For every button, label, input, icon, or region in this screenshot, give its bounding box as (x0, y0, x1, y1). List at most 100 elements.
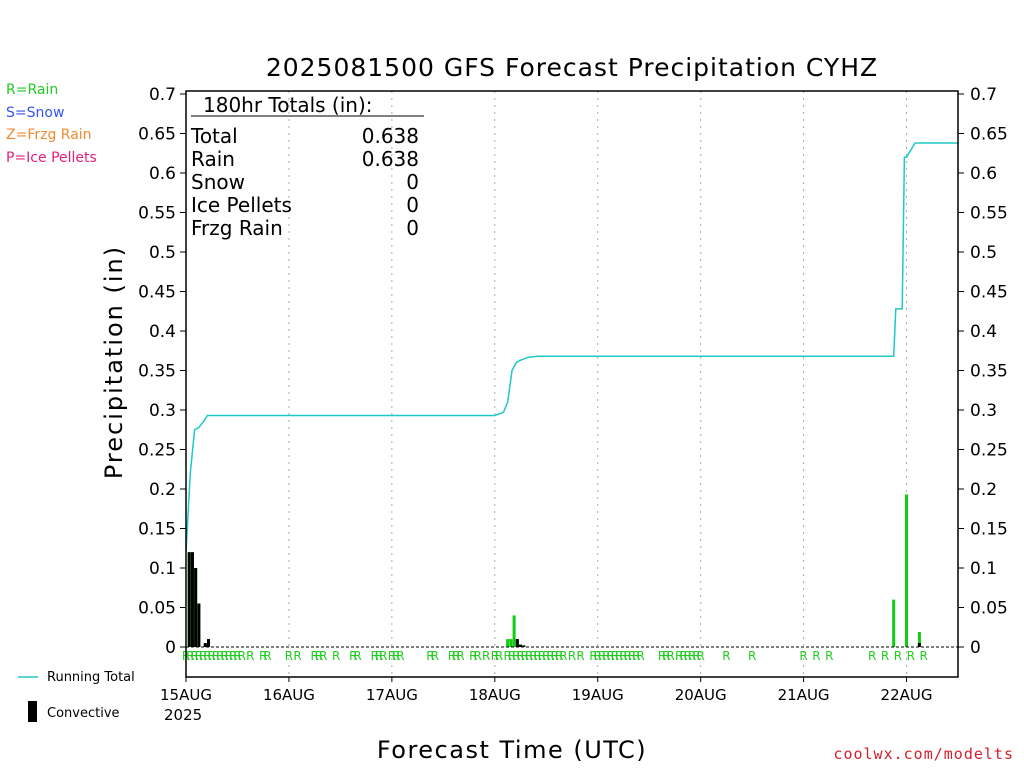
rain-type-mark: R (589, 649, 597, 663)
credit-link[interactable]: coolwx.com/modelts (833, 745, 1014, 763)
rain-type-mark: R (624, 649, 632, 663)
rain-type-mark: R (546, 649, 554, 663)
rain-type-mark: R (679, 649, 687, 663)
axes: 15AUG 16AUG 17AUG 18AUG 19AUG 20AUG 21AUG 22AUG… (138, 85, 1008, 704)
rain-type-mark: R (199, 649, 207, 663)
convective-bar (197, 603, 201, 647)
totals-value-rain: 0.638 (361, 147, 419, 171)
rain-type-mark: R (491, 649, 499, 663)
convective-bar (917, 643, 921, 647)
rain-type-mark: R (392, 649, 400, 663)
rain-type-mark: R (619, 649, 627, 663)
rain-type-mark: R (375, 649, 383, 663)
x-tick-label: 17AUG (366, 686, 418, 704)
rain-type-mark: R (332, 649, 340, 663)
rain-type-mark: R (611, 649, 619, 663)
rain-type-mark: R (696, 649, 704, 663)
y-tick-label-right: 0.5 (970, 243, 997, 263)
rain-type-mark: R (431, 649, 439, 663)
rain-bar (905, 494, 909, 647)
rain-type-mark: R (675, 649, 683, 663)
rain-type-mark: R (606, 649, 614, 663)
y-tick-label-right: 0.1 (970, 559, 997, 579)
rain-type-mark: R (602, 649, 610, 663)
x-tick-label: 19AUG (572, 686, 624, 704)
y-tick-label-right: 0.4 (970, 322, 997, 342)
y-tick-label-left: 0.25 (138, 441, 176, 461)
totals-label-rain: Rain (191, 147, 235, 171)
rain-type-mark: R (628, 649, 636, 663)
rain-type-mark: R (186, 649, 194, 663)
rain-type-mark: R (521, 649, 529, 663)
rain-bar (892, 599, 896, 647)
rain-type-mark: R (508, 649, 516, 663)
rain-type-mark: R (315, 649, 323, 663)
y-tick-label-right: 0.45 (970, 283, 1008, 303)
totals-heading: 180hr Totals (in): (203, 93, 373, 117)
rain-type-mark: R (636, 649, 644, 663)
y-tick-label-left: 0.1 (149, 559, 176, 579)
y-tick-label-left: 0.4 (149, 322, 176, 342)
y-tick-label-left: 0 (165, 638, 176, 658)
rain-type-mark: R (799, 649, 807, 663)
rain-type-mark: R (881, 649, 889, 663)
totals-value-frzg-rain: 0 (406, 216, 419, 240)
grid-lines (288, 91, 908, 677)
y-tick-label-left: 0.55 (138, 204, 176, 224)
rain-type-mark: R (920, 649, 928, 663)
rain-type-mark: R (538, 649, 546, 663)
rain-type-mark: R (379, 649, 387, 663)
rain-bar (917, 631, 921, 647)
y-tick-label-left: 0.5 (149, 243, 176, 263)
rain-type-mark: R (662, 649, 670, 663)
y-tick-label-left: 0.65 (138, 125, 176, 145)
rain-type-mark: R (353, 649, 361, 663)
convective-bar (522, 645, 526, 647)
rain-type-mark: R (825, 649, 833, 663)
rain-type-mark: R (310, 649, 318, 663)
rain-type-mark: R (555, 649, 563, 663)
rain-type-mark: R (203, 649, 211, 663)
y-tick-label-left: 0.3 (149, 401, 176, 421)
rain-type-mark: R (225, 649, 233, 663)
convective-legend-swatch (28, 701, 37, 722)
y-tick-label-left: 0.7 (149, 85, 176, 105)
rain-type-mark: R (503, 649, 511, 663)
rain-type-mark: R (512, 649, 520, 663)
x-tick-label: 21AUG (778, 686, 830, 704)
convective-legend-label: Convective (47, 706, 120, 721)
rain-type-mark: R (559, 649, 567, 663)
rain-type-mark: R (551, 649, 559, 663)
rain-type-mark: R (285, 649, 293, 663)
rain-type-mark: R (212, 649, 220, 663)
rain-type-mark: R (448, 649, 456, 663)
totals-label-snow: Snow (191, 170, 245, 194)
rain-type-mark: R (495, 649, 503, 663)
rain-type-mark: R (534, 649, 542, 663)
rain-type-mark: R (812, 649, 820, 663)
rain-type-mark: R (516, 649, 524, 663)
rain-type-mark: R (426, 649, 434, 663)
rain-bar (509, 639, 513, 647)
rain-type-mark: R (594, 649, 602, 663)
rain-bar (512, 615, 516, 647)
precip-bars (187, 494, 921, 647)
rain-type-mark: R (568, 649, 576, 663)
rain-type-mark: R (529, 649, 537, 663)
rain-type-mark: R (263, 649, 271, 663)
rain-type-mark: R (259, 649, 267, 663)
running-total-legend-label: Running Total (47, 670, 135, 685)
totals-value-ice-pellets: 0 (406, 193, 419, 217)
y-tick-label-right: 0.05 (970, 599, 1008, 619)
rain-type-mark: R (349, 649, 357, 663)
x-tick-label: 20AUG (675, 686, 727, 704)
rain-type-mark: R (319, 649, 327, 663)
rain-bar (506, 639, 510, 647)
y-tick-label-right: 0.25 (970, 441, 1008, 461)
convective-bar (194, 568, 198, 647)
rain-type-mark: R (658, 649, 666, 663)
rain-type-mark: R (396, 649, 404, 663)
rain-type-mark: R (371, 649, 379, 663)
